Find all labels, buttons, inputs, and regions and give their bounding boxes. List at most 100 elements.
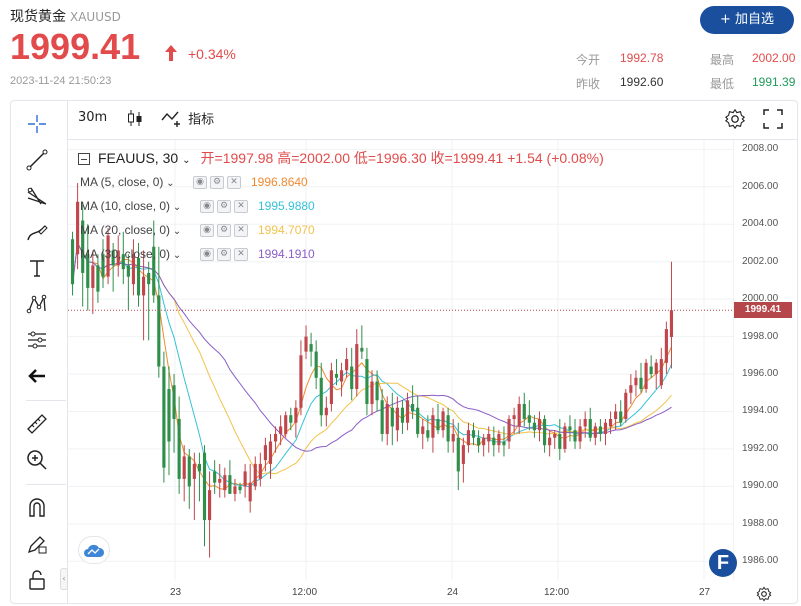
candle-body	[101, 254, 105, 277]
text-tool[interactable]	[22, 254, 52, 282]
lock-tool[interactable]	[22, 566, 52, 594]
legend-symbol[interactable]: FEAUUS, 30	[98, 150, 179, 166]
candle-body	[654, 362, 658, 375]
ma-legend-row[interactable]: MA (20, close, 0) ⌄	[80, 223, 181, 237]
candle-body	[131, 254, 136, 285]
gear-icon[interactable]: ⚙	[217, 200, 231, 213]
fib-tool[interactable]	[22, 182, 52, 210]
lock-drawing-tool[interactable]	[22, 530, 52, 558]
low-value: 1991.39	[752, 75, 796, 89]
candle	[131, 239, 136, 296]
candle-body	[126, 265, 130, 277]
y-tick-label: 2006.00	[742, 180, 779, 192]
ma-legend-row[interactable]: MA (30, close, 0) ⌄	[80, 247, 181, 261]
pattern-icon	[26, 294, 47, 314]
gear-icon[interactable]: ⚙	[217, 224, 231, 237]
candle-body	[192, 463, 196, 479]
candle	[253, 456, 257, 491]
eye-icon[interactable]: ◉	[200, 224, 214, 237]
candle	[426, 415, 430, 442]
candle	[324, 396, 328, 427]
candle	[619, 400, 623, 427]
chevron-down-icon[interactable]: ⌄	[170, 250, 182, 261]
candle-body	[314, 351, 318, 378]
ma-label[interactable]: MA (20, close, 0)	[80, 223, 171, 237]
candle-body	[664, 329, 668, 363]
brush-tool[interactable]	[22, 218, 52, 246]
crosshair-icon	[28, 115, 46, 133]
candle-body	[375, 381, 379, 401]
candle-body	[451, 433, 455, 442]
collapse-toolbar-handle[interactable]: ‹	[60, 568, 68, 590]
candle-body	[477, 437, 481, 446]
axis-settings-button[interactable]	[756, 586, 772, 606]
candle	[512, 407, 516, 434]
close-icon[interactable]: ✕	[234, 224, 248, 237]
ma-label[interactable]: MA (10, close, 0)	[80, 199, 171, 213]
back-tool[interactable]	[22, 362, 52, 390]
candle	[436, 404, 440, 434]
candle-body	[223, 475, 227, 491]
ma-legend-row[interactable]: MA (10, close, 0) ⌄	[80, 199, 181, 213]
ma-label[interactable]: MA (30, close, 0)	[80, 247, 171, 261]
zoom-tool[interactable]	[22, 446, 52, 474]
collapse-legend-icon[interactable]	[78, 153, 90, 166]
prev-close-value: 1992.60	[620, 75, 664, 89]
candle	[228, 460, 232, 494]
fullscreen-button[interactable]	[762, 108, 784, 134]
open-value: 1992.78	[620, 51, 664, 65]
candle-body	[568, 426, 572, 431]
settings-button[interactable]	[724, 108, 746, 134]
gear-icon[interactable]: ⚙	[210, 176, 224, 189]
price-chart[interactable]	[68, 140, 734, 580]
prev-close-label: 昨收	[576, 77, 601, 91]
candle-body	[172, 385, 176, 419]
candle	[126, 254, 130, 311]
candle	[542, 415, 547, 453]
close-icon[interactable]: ✕	[227, 176, 241, 189]
candle-type-button[interactable]	[126, 108, 144, 132]
candle	[654, 359, 658, 390]
candle	[411, 385, 415, 419]
candle-body	[411, 404, 415, 412]
chevron-down-icon[interactable]: ⌄	[182, 155, 191, 166]
candle-body	[233, 486, 237, 494]
indicators-button[interactable]: 指标	[160, 108, 214, 128]
candle	[248, 463, 252, 513]
candle-body	[507, 418, 511, 442]
candle	[294, 400, 298, 438]
candle	[91, 250, 95, 315]
measure-tool[interactable]	[22, 326, 52, 354]
close-icon[interactable]: ✕	[234, 200, 248, 213]
ma-label[interactable]: MA (5, close, 0)	[80, 175, 164, 189]
crosshair-tool[interactable]	[22, 110, 52, 138]
cloud-save-button[interactable]	[78, 536, 110, 564]
candle	[477, 430, 481, 453]
candle	[339, 362, 344, 397]
eye-icon[interactable]: ◉	[200, 200, 214, 213]
trend-line-tool[interactable]	[22, 146, 52, 174]
add-watchlist-button[interactable]: + 加自选	[700, 6, 794, 34]
candle	[76, 183, 80, 270]
candle-body	[497, 433, 501, 446]
chevron-down-icon[interactable]: ⌄	[170, 226, 182, 237]
candle	[142, 250, 146, 341]
chevron-down-icon[interactable]: ⌄	[163, 178, 175, 189]
eye-icon[interactable]: ◉	[193, 176, 207, 189]
trend-line-icon	[26, 149, 48, 171]
ma-legend-row[interactable]: MA (5, close, 0) ⌄	[80, 175, 175, 189]
candle-body	[629, 385, 633, 393]
eye-icon[interactable]: ◉	[200, 248, 214, 261]
chevron-down-icon[interactable]: ⌄	[170, 202, 182, 213]
last-price: 1999.41	[10, 26, 141, 67]
candle-body	[603, 422, 608, 434]
gear-icon[interactable]: ⚙	[217, 248, 231, 261]
indicators-label: 指标	[188, 112, 215, 128]
close-icon[interactable]: ✕	[234, 248, 248, 261]
candle	[446, 407, 450, 453]
pattern-tool[interactable]	[22, 290, 52, 318]
ruler-tool[interactable]	[22, 410, 52, 438]
interval-selector[interactable]: 30m	[78, 110, 108, 125]
candle	[213, 460, 217, 494]
magnet-tool[interactable]	[22, 494, 52, 522]
